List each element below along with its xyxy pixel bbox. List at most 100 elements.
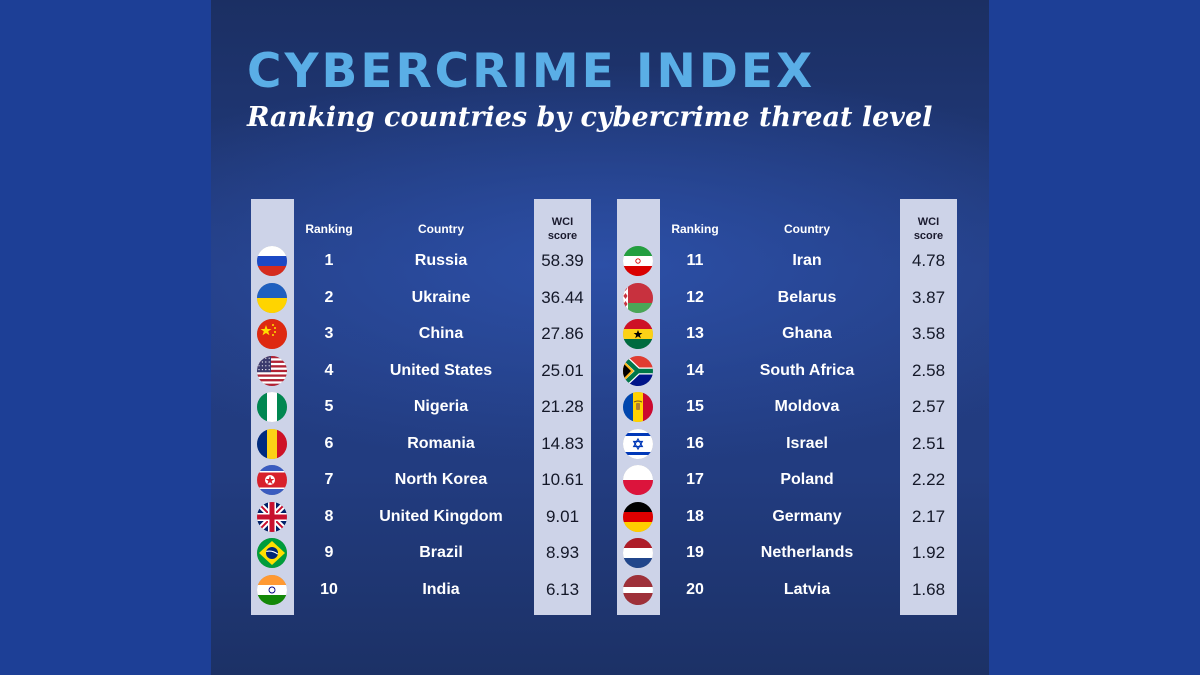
united-states-flag-icon <box>257 355 287 386</box>
table-row: 8 United Kingdom 9.01 <box>251 500 591 533</box>
wci-score-header-line1: WCI <box>551 216 574 228</box>
rank-cell: 14 <box>686 361 704 379</box>
score-cell: 1.68 <box>911 579 946 599</box>
country-cell: Poland <box>780 471 834 488</box>
rank-cell: 15 <box>686 398 704 415</box>
country-cell: Russia <box>414 252 468 269</box>
north-korea-flag-icon <box>257 465 287 495</box>
country-cell: Ghana <box>782 325 832 342</box>
wci-score-header-line2: score <box>913 230 944 242</box>
country-header: Country <box>784 222 830 236</box>
rank-cell: 1 <box>324 252 334 269</box>
infographic-panel: CYBERCRIME INDEX Ranking countries by cy… <box>211 0 989 675</box>
ranking-table-left: Ranking Country WCI score 1 Russia 58.39 2 U… <box>251 199 591 615</box>
ranking-table-right: Ranking Country WCI score 11 Iran 4.78 12 Be… <box>617 199 957 615</box>
score-cell: 27.86 <box>541 324 584 343</box>
country-cell: Netherlands <box>760 544 854 561</box>
rank-cell: 17 <box>686 471 704 488</box>
rank-cell: 19 <box>686 544 704 561</box>
india-flag-icon <box>257 574 287 605</box>
rank-cell: 8 <box>324 507 334 525</box>
latvia-flag-icon <box>623 574 653 605</box>
rank-cell: 11 <box>686 252 704 269</box>
score-cell: 2.58 <box>911 360 946 380</box>
rank-cell: 12 <box>686 288 704 306</box>
rank-cell: 9 <box>324 544 334 561</box>
rank-cell: 6 <box>324 434 334 452</box>
rank-cell: 10 <box>320 580 338 598</box>
rank-cell: 20 <box>686 580 704 598</box>
score-cell: 10.61 <box>541 470 584 489</box>
country-cell: Moldova <box>774 398 840 415</box>
score-column <box>534 199 591 615</box>
table-row: 3 China 27.86 <box>251 317 591 350</box>
wci-score-header-line2: score <box>547 230 578 242</box>
table-row: 11 Iran 4.78 <box>617 244 957 277</box>
south-africa-flag-icon <box>623 355 653 386</box>
country-cell: Brazil <box>419 544 463 561</box>
belarus-flag-icon <box>623 282 653 313</box>
score-cell: 25.01 <box>541 360 584 380</box>
rank-cell: 3 <box>324 325 334 342</box>
table-row: 15 Moldova 2.57 <box>617 390 957 423</box>
rank-cell: 7 <box>324 471 334 488</box>
score-cell: 2.22 <box>911 470 946 489</box>
score-cell: 4.78 <box>911 251 946 270</box>
table-row: 9 Brazil 8.93 <box>251 536 591 569</box>
table-row: 1 Russia 58.39 <box>251 244 591 277</box>
score-cell: 3.87 <box>911 287 946 307</box>
table-row: 19 Netherlands 1.92 <box>617 536 957 569</box>
score-cell: 2.57 <box>911 397 946 416</box>
score-cell: 21.28 <box>541 397 584 416</box>
score-cell: 2.17 <box>911 506 946 526</box>
united-kingdom-flag-icon <box>257 501 287 532</box>
table-row: 7 North Korea 10.61 <box>251 463 591 496</box>
rank-cell: 16 <box>686 434 704 452</box>
wci-score-header: WCI score <box>900 215 957 243</box>
china-flag-icon <box>257 319 287 349</box>
israel-flag-icon <box>623 428 653 459</box>
nigeria-flag-icon <box>257 392 287 422</box>
country-cell: Nigeria <box>413 398 469 415</box>
wci-score-header: WCI score <box>534 215 591 243</box>
score-cell: 3.58 <box>911 324 946 343</box>
rank-cell: 2 <box>324 288 334 306</box>
table-row: 13 Ghana 3.58 <box>617 317 957 350</box>
country-cell: North Korea <box>394 471 488 488</box>
score-cell: 8.93 <box>545 543 580 562</box>
country-header: Country <box>418 222 464 236</box>
germany-flag-icon <box>623 501 653 532</box>
country-cell: Israel <box>786 434 828 452</box>
page-subtitle: Ranking countries by cybercrime threat l… <box>247 102 933 133</box>
table-row: 6 Romania 14.83 <box>251 427 591 460</box>
brazil-flag-icon <box>257 538 287 568</box>
wci-score-header-line1: WCI <box>917 216 940 228</box>
country-cell: Romania <box>407 434 475 452</box>
score-cell: 6.13 <box>545 579 580 599</box>
score-cell: 36.44 <box>541 287 584 307</box>
ranking-header: Ranking <box>671 222 719 236</box>
country-cell: Latvia <box>783 580 831 598</box>
table-row: 16 Israel 2.51 <box>617 427 957 460</box>
table-row: 10 India 6.13 <box>251 573 591 606</box>
country-cell: Ukraine <box>411 288 471 306</box>
ukraine-flag-icon <box>257 282 287 313</box>
country-cell: United States <box>389 361 493 379</box>
iran-flag-icon <box>623 246 653 276</box>
score-cell: 14.83 <box>541 433 584 453</box>
score-cell: 1.92 <box>911 543 946 562</box>
country-cell: China <box>418 325 464 342</box>
rank-cell: 4 <box>324 361 334 379</box>
table-row: 14 South Africa 2.58 <box>617 354 957 387</box>
score-cell: 2.51 <box>911 433 946 453</box>
table-row: 18 Germany 2.17 <box>617 500 957 533</box>
table-row: 5 Nigeria 21.28 <box>251 390 591 423</box>
table-row: 12 Belarus 3.87 <box>617 281 957 314</box>
table-row: 17 Poland 2.22 <box>617 463 957 496</box>
moldova-flag-icon <box>623 392 653 422</box>
country-cell: United Kingdom <box>379 507 503 525</box>
poland-flag-icon <box>623 465 653 495</box>
table-row: 2 Ukraine 36.44 <box>251 281 591 314</box>
country-cell: Iran <box>792 252 822 269</box>
table-row: 4 United States 25.01 <box>251 354 591 387</box>
